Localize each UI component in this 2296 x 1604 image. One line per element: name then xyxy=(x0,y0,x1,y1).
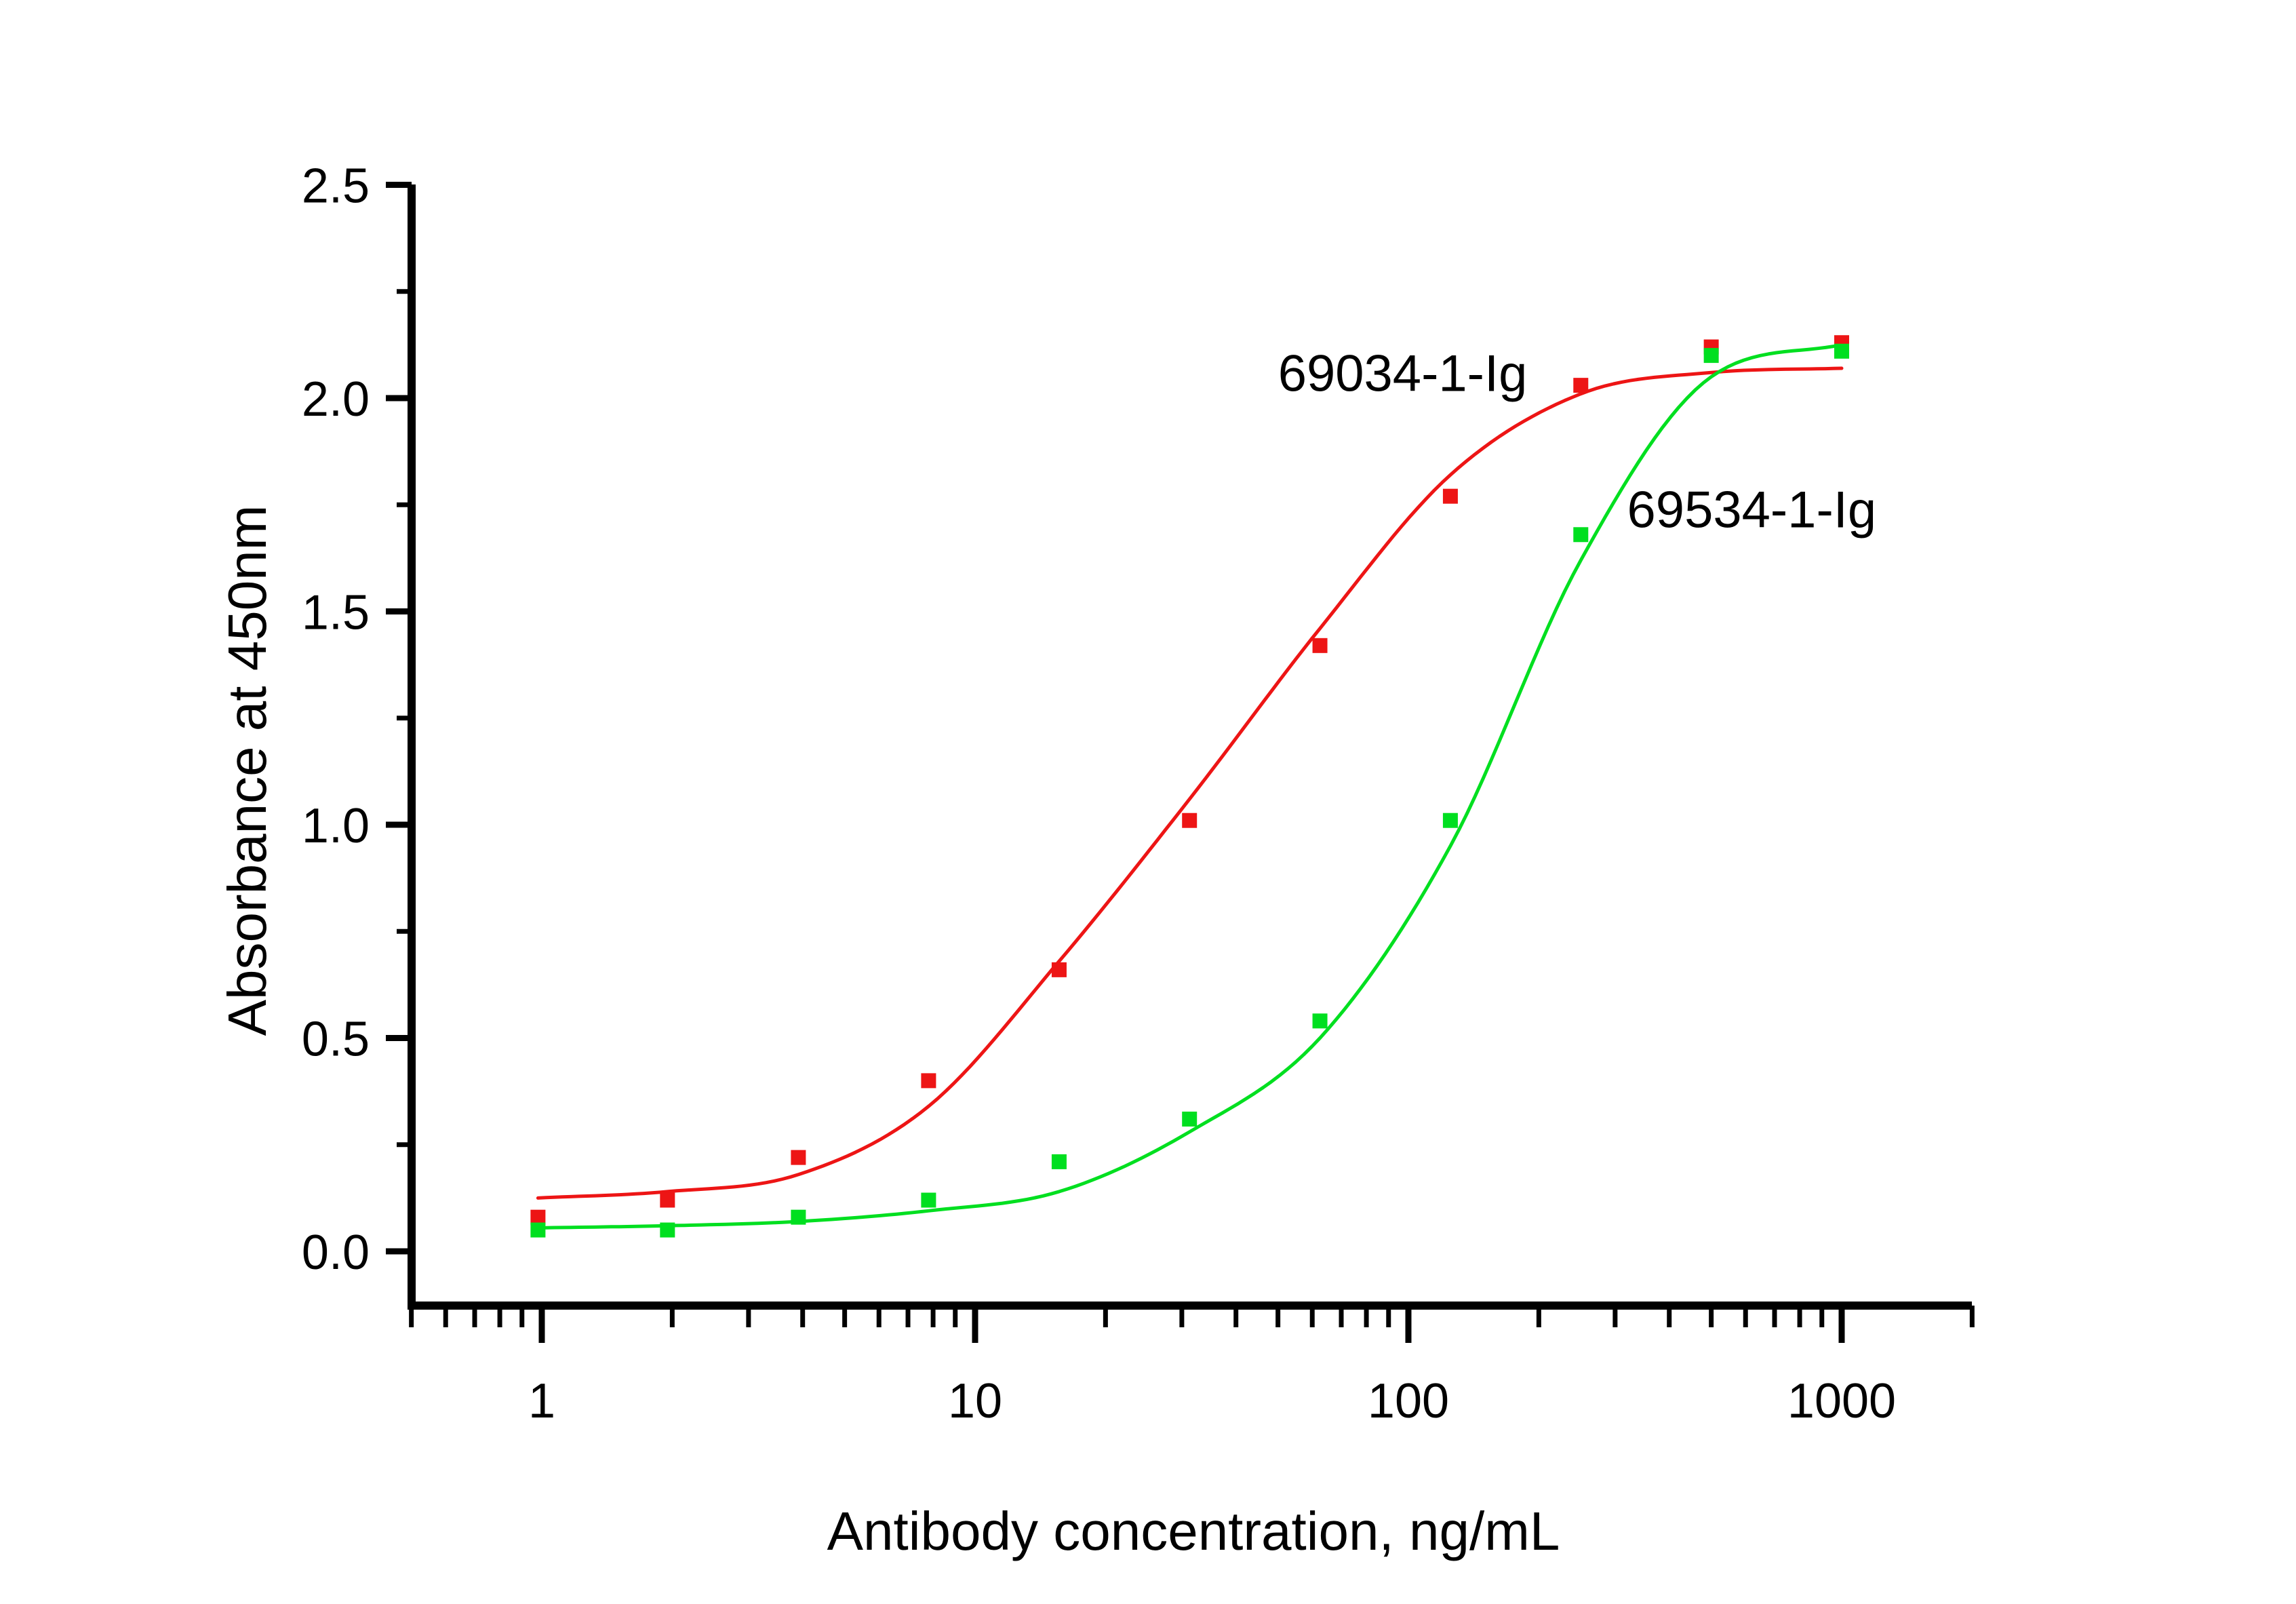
data-point-69034-1-Ig xyxy=(1182,813,1198,828)
fit-curve-69034-1-Ig xyxy=(536,366,1844,1200)
data-point-69034-1-Ig xyxy=(1442,488,1458,504)
ticks-layer xyxy=(386,182,1975,1343)
data-point-69534-1-Ig xyxy=(921,1192,936,1208)
data-point-69534-1-Ig xyxy=(1182,1112,1198,1127)
data-point-69534-1-Ig xyxy=(660,1222,675,1238)
x-axis-title: Antibody concentration, ng/mL xyxy=(827,1501,1560,1561)
y-tick-label: 2.5 xyxy=(302,159,370,214)
data-point-69034-1-Ig xyxy=(660,1192,675,1208)
y-axis-title: Absorbance at 450nm xyxy=(217,505,277,1036)
data-point-69534-1-Ig xyxy=(1312,1013,1328,1029)
y-tick-label: 1.0 xyxy=(302,799,370,853)
x-tick-label: 1 xyxy=(528,1374,555,1428)
data-point-69534-1-Ig xyxy=(1442,813,1458,828)
data-point-69534-1-Ig xyxy=(530,1222,546,1238)
x-tick-label: 100 xyxy=(1368,1374,1449,1428)
fit-curves-layer xyxy=(536,343,1844,1230)
data-point-69534-1-Ig xyxy=(1573,527,1589,543)
data-points-layer xyxy=(530,335,1849,1238)
data-point-69034-1-Ig xyxy=(1051,962,1067,977)
x-tick-label: 10 xyxy=(948,1374,1002,1428)
data-point-69534-1-Ig xyxy=(791,1209,806,1225)
data-point-69034-1-Ig xyxy=(921,1073,936,1089)
data-point-69034-1-Ig xyxy=(530,1209,546,1225)
data-point-69034-1-Ig xyxy=(1573,378,1589,393)
data-point-69534-1-Ig xyxy=(1051,1154,1067,1169)
tick-labels-layer: 1 10 100 1000 0.0 0.5 1.0 1.5 2.0 2.5 xyxy=(302,159,1896,1429)
series-label-69034-1-Ig: 69034-1-Ig xyxy=(1278,345,1528,402)
data-point-69034-1-Ig xyxy=(1312,638,1328,653)
y-tick-label: 1.5 xyxy=(302,586,370,640)
y-tick-label: 2.0 xyxy=(302,372,370,427)
fit-curve-69534-1-Ig xyxy=(536,343,1844,1230)
data-point-69534-1-Ig xyxy=(1703,348,1719,364)
series-label-69534-1-Ig: 69534-1-Ig xyxy=(1627,482,1877,539)
x-tick-label: 1000 xyxy=(1787,1374,1896,1428)
data-point-69534-1-Ig xyxy=(1834,343,1849,359)
y-tick-label: 0.0 xyxy=(302,1226,370,1280)
y-tick-label: 0.5 xyxy=(302,1013,370,1067)
data-point-69034-1-Ig xyxy=(791,1150,806,1165)
axes-layer xyxy=(408,184,1972,1310)
